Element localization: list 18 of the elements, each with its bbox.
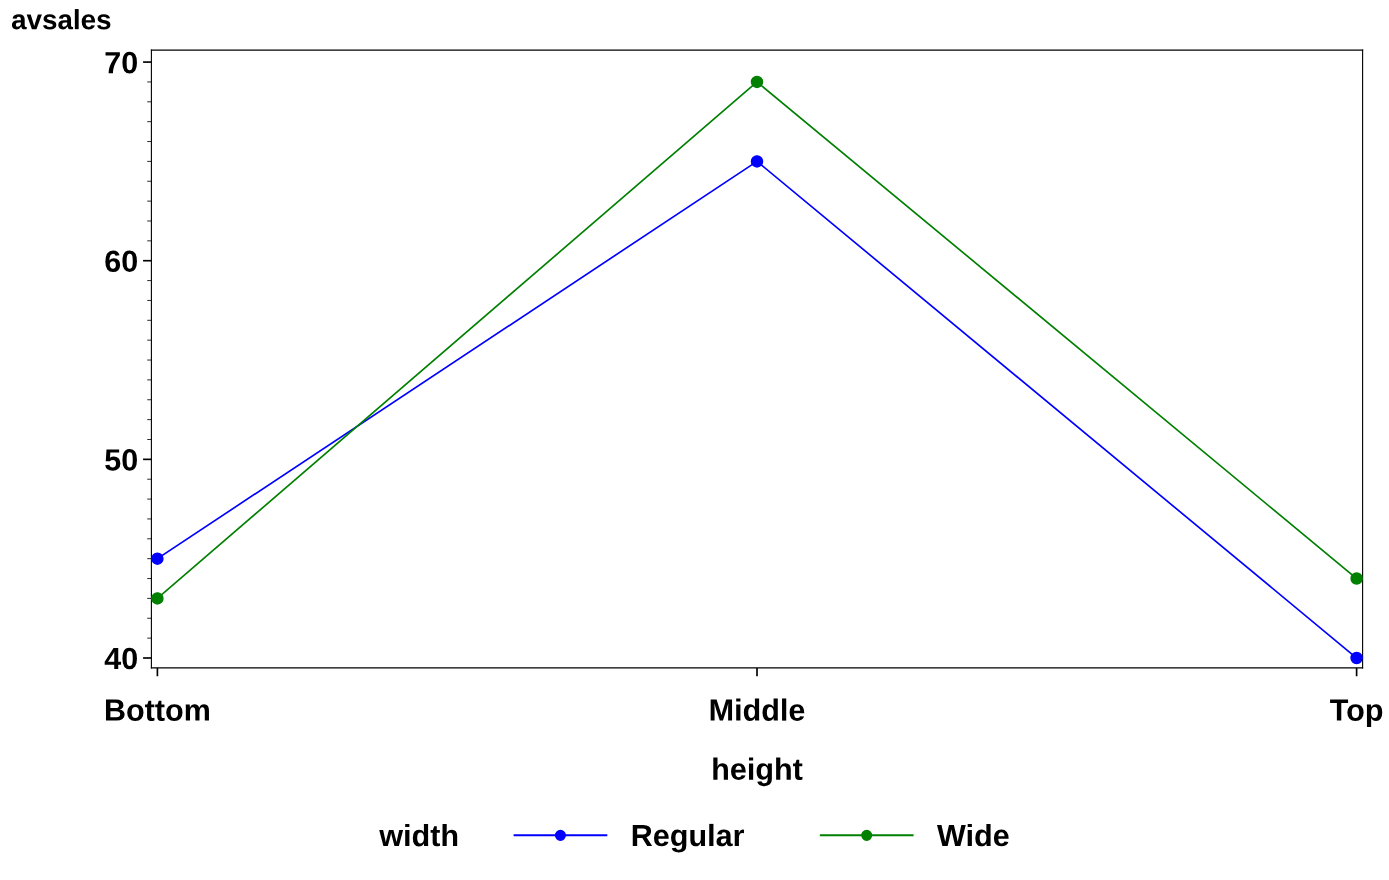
legend-label: Regular xyxy=(632,823,745,853)
x-tick-label: Top xyxy=(1330,699,1383,727)
point xyxy=(1350,572,1363,585)
legend-label: Wide xyxy=(937,823,1009,847)
y-tick-label: 40 xyxy=(104,647,137,670)
x-axis-title: height xyxy=(713,757,803,787)
legend-title: width xyxy=(379,823,458,847)
y-axis-title: avsales xyxy=(11,9,111,30)
x-tick-label: Bottom xyxy=(105,699,209,721)
y-tick-label: 50 xyxy=(105,449,137,471)
y-tick-label: 70 xyxy=(105,51,137,74)
point xyxy=(750,155,764,168)
y-tick-label: 60 xyxy=(105,250,137,273)
point xyxy=(151,592,164,605)
x-tick-label: Middle xyxy=(710,698,805,721)
point xyxy=(750,75,764,89)
point xyxy=(1350,651,1363,665)
point xyxy=(151,552,164,565)
